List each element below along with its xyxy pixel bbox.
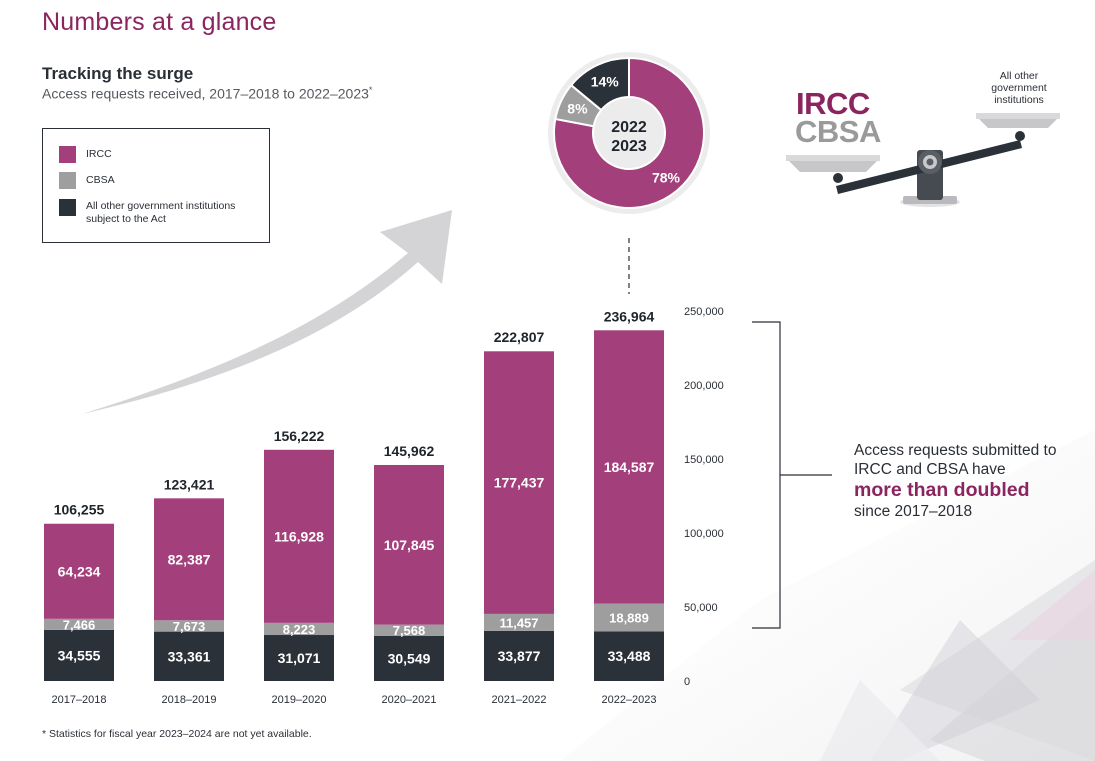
scale-label-other-institutions: All other government institutions <box>991 70 1047 106</box>
callout-highlight: more than doubled <box>854 479 1030 501</box>
chart-legend: IRCC CBSA All other government instituti… <box>42 128 270 243</box>
bar-segment-cbsa-3 <box>374 624 444 636</box>
y-tick-label-2: 100,000 <box>684 528 724 540</box>
legend-label-ircc: IRCC <box>86 148 112 160</box>
x-tick-label-2: 2019–2020 <box>271 694 326 706</box>
callout-bracket <box>752 321 832 629</box>
legend-label-other: All other government institutions subjec… <box>86 200 236 225</box>
bar-segment-other-5 <box>594 631 664 681</box>
total-label-0: 106,255 <box>54 502 105 518</box>
x-tick-label-5: 2022–2023 <box>601 694 656 706</box>
chart-subtitle: Tracking the surge <box>42 64 194 83</box>
caption-footnote-mark: * <box>368 85 373 95</box>
data-label-ircc-3: 107,845 <box>384 537 435 553</box>
total-label-1: 123,421 <box>164 476 215 492</box>
data-label-ircc-5: 184,587 <box>604 459 655 475</box>
chart-caption-text: Access requests received, 2017–2018 to 2… <box>42 85 369 102</box>
bar-segment-ircc-5 <box>594 330 664 604</box>
footnote: * Statistics for fiscal year 2023–2024 a… <box>42 728 312 740</box>
x-tick-label-4: 2021–2022 <box>491 694 546 706</box>
bar-segment-other-4 <box>484 630 554 681</box>
total-label-3: 145,962 <box>384 443 435 459</box>
data-label-ircc-1: 82,387 <box>168 551 211 567</box>
bar-segment-other-1 <box>154 631 224 681</box>
y-tick-label-1: 50,000 <box>684 602 718 614</box>
x-tick-label-3: 2020–2021 <box>381 694 436 706</box>
legend-swatch-ircc <box>59 146 76 163</box>
donut-center-year-line-2: 2023 <box>611 138 647 155</box>
donut-label-other: 14% <box>591 73 620 89</box>
donut-slice-other <box>569 56 630 112</box>
bar-segment-cbsa-4 <box>484 613 554 631</box>
chart-caption: Access requests received, 2017–2018 to 2… <box>42 85 372 102</box>
data-label-cbsa-0: 7,466 <box>63 617 96 632</box>
bar-segment-other-0 <box>44 629 114 681</box>
donut-center-year-line-1: 2022 <box>611 119 647 136</box>
y-tick-label-0: 0 <box>684 676 690 688</box>
scale-label-ircc: IRCC <box>796 86 870 121</box>
legend-item-cbsa: CBSA <box>59 172 261 189</box>
bar-segment-cbsa-0 <box>44 618 114 630</box>
scale-label-cbsa: CBSA <box>795 114 881 149</box>
legend-swatch-cbsa <box>59 172 76 189</box>
data-label-cbsa-5: 18,889 <box>609 610 649 625</box>
data-label-ircc-0: 64,234 <box>58 563 101 579</box>
data-label-cbsa-3: 7,568 <box>393 623 426 638</box>
bar-segment-cbsa-2 <box>264 622 334 636</box>
total-label-5: 236,964 <box>604 308 655 324</box>
balance-scale-icon <box>786 113 1060 207</box>
y-tick-label-3: 150,000 <box>684 454 724 466</box>
bar-segment-cbsa-1 <box>154 620 224 632</box>
legend-item-ircc: IRCC <box>59 146 261 163</box>
data-label-cbsa-1: 7,673 <box>173 619 206 634</box>
data-label-other-3: 30,549 <box>388 650 431 666</box>
growth-arrow-icon <box>82 210 452 414</box>
bar-segment-cbsa-5 <box>594 603 664 632</box>
bar-segment-ircc-4 <box>484 351 554 614</box>
donut-slice-ircc <box>553 56 705 209</box>
data-label-cbsa-2: 8,223 <box>283 622 316 637</box>
x-tick-label-0: 2017–2018 <box>51 694 106 706</box>
bar-segment-ircc-1 <box>154 498 224 621</box>
legend-label-cbsa: CBSA <box>86 174 115 186</box>
data-label-other-5: 33,488 <box>608 648 651 664</box>
data-label-other-2: 31,071 <box>278 650 321 666</box>
data-label-other-0: 34,555 <box>58 647 101 663</box>
y-tick-label-4: 200,000 <box>684 380 724 392</box>
data-label-other-4: 33,877 <box>498 648 541 664</box>
data-label-ircc-4: 177,437 <box>494 475 545 491</box>
legend-item-other: All other government institutions subjec… <box>59 199 261 226</box>
data-label-cbsa-4: 11,457 <box>499 615 538 630</box>
callout-line-1: Access requests submitted to IRCC and CB… <box>854 442 1057 478</box>
donut-label-ircc: 78% <box>652 170 681 186</box>
total-label-2: 156,222 <box>274 428 325 444</box>
page-title: Numbers at a glance <box>42 8 277 36</box>
callout-text: Access requests submitted to IRCC and CB… <box>854 441 1084 521</box>
donut-label-cbsa: 8% <box>567 101 588 117</box>
x-tick-label-1: 2018–2019 <box>161 694 216 706</box>
legend-swatch-other <box>59 199 76 216</box>
callout-line-2: since 2017–2018 <box>854 503 973 520</box>
total-label-4: 222,807 <box>494 329 545 345</box>
bar-segment-other-3 <box>374 635 444 681</box>
data-label-other-1: 33,361 <box>168 648 211 664</box>
bar-segment-ircc-3 <box>374 464 444 625</box>
y-tick-label-5: 250,000 <box>684 306 724 318</box>
bar-segment-ircc-2 <box>264 449 334 623</box>
bar-segment-other-2 <box>264 635 334 681</box>
bar-segment-ircc-0 <box>44 523 114 619</box>
data-label-ircc-2: 116,928 <box>274 528 324 544</box>
